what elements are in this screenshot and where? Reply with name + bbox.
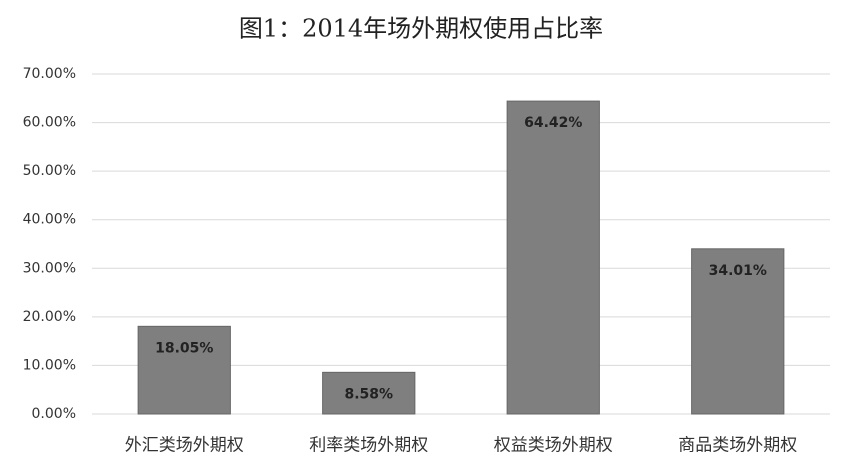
value-label: 34.01%	[709, 263, 767, 279]
y-tick-label: 30.00%	[23, 260, 76, 276]
y-tick-label: 40.00%	[23, 212, 76, 228]
bar	[137, 325, 231, 415]
y-tick-label: 70.00%	[23, 66, 76, 82]
value-label: 18.05%	[155, 340, 213, 356]
bar	[506, 100, 600, 415]
y-tick-label: 60.00%	[23, 115, 76, 131]
y-tick-label: 50.00%	[23, 163, 76, 179]
y-tick-label: 10.00%	[23, 357, 76, 373]
x-tick-label: 权益类场外期权	[494, 436, 613, 456]
bar	[322, 371, 416, 415]
value-label: 64.42%	[524, 115, 582, 131]
y-tick-label: 20.00%	[23, 309, 76, 325]
bar	[691, 248, 785, 415]
x-tick-label: 商品类场外期权	[678, 436, 797, 456]
value-label: 8.58%	[344, 386, 393, 402]
x-tick-label: 外汇类场外期权	[125, 436, 244, 456]
y-tick-label: 0.00%	[32, 406, 76, 422]
chart-title: 图1：2014年场外期权使用占比率	[239, 15, 603, 43]
x-tick-label: 利率类场外期权	[309, 436, 428, 456]
